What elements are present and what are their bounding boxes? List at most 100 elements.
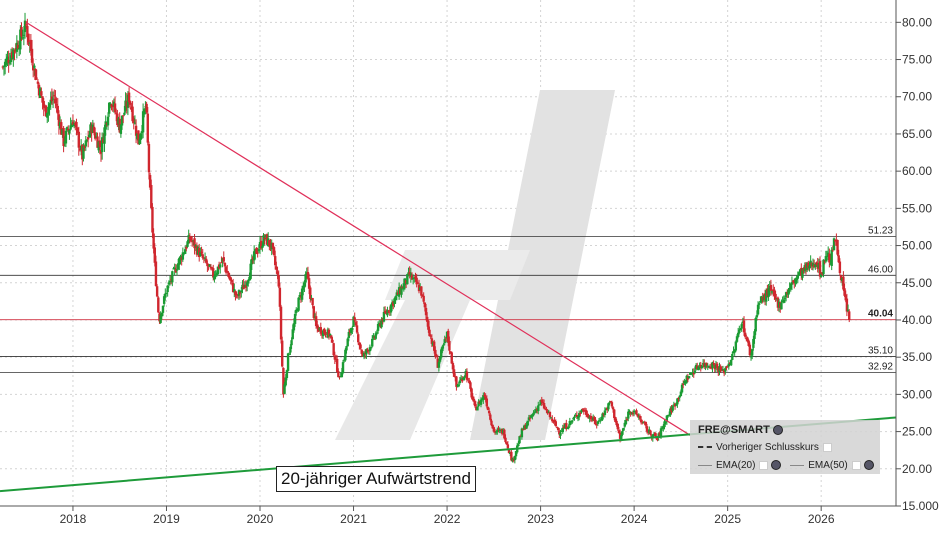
candle-body	[255, 247, 258, 254]
candle-body	[751, 349, 754, 356]
candle-body	[700, 366, 704, 369]
candle-body	[19, 29, 22, 50]
candle-body	[740, 324, 743, 329]
candle-body	[268, 239, 271, 246]
candle-body	[77, 131, 80, 148]
candle-body	[517, 444, 520, 447]
candle-body	[7, 59, 10, 64]
candle-body	[272, 247, 276, 255]
candle-body	[40, 91, 43, 96]
candle-body	[819, 274, 823, 277]
candle-body	[422, 295, 425, 302]
x-tick-label: 2024	[621, 512, 648, 526]
y-tick-label: 15.000	[902, 499, 939, 513]
candle-body	[311, 298, 314, 306]
candle-body	[621, 430, 624, 435]
candle-body	[423, 302, 427, 308]
candle-body	[284, 377, 287, 386]
candle-body	[503, 429, 506, 439]
candle-body	[20, 26, 23, 37]
candle-body	[328, 333, 332, 336]
candle-body	[736, 332, 740, 337]
y-tick-label: 20.00	[902, 462, 932, 476]
ema20-line-icon	[698, 464, 712, 466]
candle-body	[222, 257, 225, 262]
candle-body	[371, 338, 374, 347]
candle-body	[165, 292, 168, 294]
candle-body	[257, 249, 261, 252]
candle-body	[567, 426, 570, 429]
candle-body	[824, 256, 828, 262]
ema50-checkbox[interactable]	[851, 460, 861, 470]
candle-body	[376, 323, 380, 331]
candle-body	[489, 414, 492, 420]
candle-body	[366, 349, 369, 351]
candle-body	[724, 368, 727, 372]
candle-body	[389, 304, 393, 313]
candle-body	[754, 317, 757, 332]
candle-body	[331, 339, 334, 343]
candle-body	[139, 133, 142, 140]
candle-body	[447, 330, 450, 343]
candle-body	[496, 429, 499, 432]
y-tick-label: 70.00	[902, 90, 932, 104]
candle-body	[161, 305, 165, 313]
y-tick-label: 30.00	[902, 387, 932, 401]
candle-body	[383, 310, 387, 313]
candle-body	[414, 276, 417, 279]
candle-body	[437, 361, 441, 368]
candle-body	[56, 105, 59, 114]
candle-body	[767, 288, 770, 297]
candle-body	[16, 44, 20, 49]
candle-body	[21, 37, 24, 39]
candle-body	[319, 327, 323, 334]
candle-body	[465, 371, 469, 380]
candle-body	[115, 112, 118, 114]
candle-body	[746, 337, 749, 341]
candle-body	[345, 346, 348, 351]
candle-body	[259, 240, 263, 249]
candle-body	[790, 282, 794, 285]
candle-body	[123, 112, 126, 115]
candle-body	[300, 288, 304, 300]
candle-body	[282, 367, 285, 395]
candle-body	[711, 362, 714, 369]
candle-body	[787, 289, 790, 295]
candle-body	[440, 349, 443, 358]
candle-body	[35, 77, 38, 79]
candle-body	[382, 311, 386, 322]
candle-body	[542, 403, 546, 409]
candle-body	[107, 102, 111, 114]
candle-body	[292, 323, 296, 331]
candle-body	[828, 253, 831, 263]
settings-icon[interactable]	[772, 425, 783, 436]
candle-body	[374, 333, 377, 339]
y-tick-label: 40.00	[902, 313, 932, 327]
candle-body	[332, 343, 335, 356]
candle-body	[461, 378, 464, 382]
candle-body	[230, 280, 234, 282]
candle-body	[518, 436, 521, 444]
ema50-settings-icon[interactable]	[863, 460, 874, 471]
candle-body	[166, 286, 169, 293]
legend-ema20-label: EMA(20)	[716, 460, 756, 471]
candle-body	[528, 417, 532, 419]
candle-body	[570, 420, 574, 423]
prev-close-checkbox[interactable]	[822, 442, 832, 452]
candle-body	[76, 127, 79, 134]
candle-body	[521, 428, 525, 431]
candle-body	[297, 297, 300, 311]
candle-body	[635, 410, 638, 415]
ema20-checkbox[interactable]	[759, 460, 769, 470]
candle-body	[627, 411, 630, 419]
candle-body	[836, 239, 839, 255]
candle-body	[568, 421, 572, 426]
dashed-line-icon	[698, 446, 712, 449]
candle-body	[92, 126, 96, 133]
candle-body	[290, 340, 293, 346]
candle-body	[838, 261, 842, 274]
ema20-settings-icon[interactable]	[771, 460, 782, 471]
y-tick-label: 55.00	[902, 201, 932, 215]
candle-body	[601, 413, 604, 420]
